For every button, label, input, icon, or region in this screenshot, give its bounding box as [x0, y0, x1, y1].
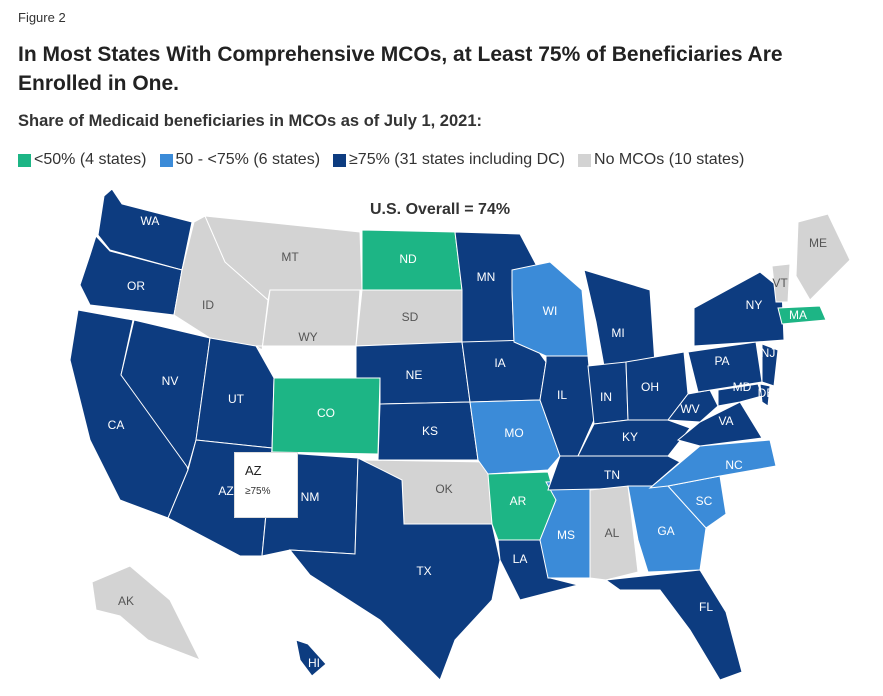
- state-label-ms: MS: [557, 528, 575, 542]
- legend-swatch-no-mcos: [578, 153, 592, 167]
- state-label-mn: MN: [477, 270, 496, 284]
- state-label-me: ME: [809, 236, 827, 250]
- state-mi[interactable]: [583, 269, 656, 367]
- legend-swatch-50-75: [159, 153, 173, 167]
- state-label-mi: MI: [611, 326, 624, 340]
- state-label-ma: MA: [789, 308, 807, 322]
- state-label-wi: WI: [543, 304, 558, 318]
- state-label-hi: HI: [308, 656, 320, 670]
- state-label-ne: NE: [406, 368, 423, 382]
- state-label-ny: NY: [746, 298, 763, 312]
- legend-item-50-75[interactable]: 50 - <75% (6 states): [159, 151, 321, 169]
- legend-label-50-75: 50 - <75% (6 states): [175, 151, 321, 168]
- us-map: WA OR CA NV ID MT WY UT AZ CO NM ND SD NE KS OK TX MN IA MO…: [0, 190, 883, 696]
- state-label-mt: MT: [281, 250, 299, 264]
- state-label-tn: TN: [604, 468, 620, 482]
- state-label-tx: TX: [416, 564, 431, 578]
- legend-swatch-gte75: [333, 153, 347, 167]
- legend-label-lt50: <50% (4 states): [34, 151, 147, 168]
- state-label-in: IN: [600, 390, 612, 404]
- legend-swatch-lt50: [18, 153, 31, 167]
- legend-item-no-mcos[interactable]: No MCOs (10 states): [578, 151, 744, 169]
- state-wy[interactable]: [254, 289, 361, 351]
- state-nj[interactable]: [761, 343, 779, 387]
- state-label-az: AZ: [218, 484, 233, 498]
- state-label-nd: ND: [399, 252, 417, 266]
- state-label-sd: SD: [402, 310, 419, 324]
- state-label-pa: PA: [714, 354, 729, 368]
- state-label-ak: AK: [118, 594, 134, 608]
- state-de[interactable]: [759, 383, 771, 407]
- chart-title: In Most States With Comprehensive MCOs, …: [18, 43, 783, 95]
- state-or[interactable]: [79, 235, 183, 316]
- state-label-ia: IA: [494, 356, 505, 370]
- state-label-nm: NM: [301, 490, 320, 504]
- us-overall-label: U.S. Overall = 74%: [370, 201, 511, 218]
- state-al[interactable]: [589, 485, 639, 581]
- state-label-ut: UT: [228, 392, 245, 406]
- figure-label: Figure 2: [18, 10, 66, 25]
- state-tx[interactable]: [288, 457, 501, 681]
- state-wa[interactable]: [97, 190, 193, 271]
- state-label-al: AL: [605, 526, 620, 540]
- state-label-or: OR: [127, 279, 145, 293]
- state-label-de: DE: [758, 386, 775, 400]
- state-label-la: LA: [513, 552, 528, 566]
- state-hi[interactable]: [295, 639, 327, 677]
- state-wv[interactable]: [667, 389, 719, 423]
- state-va[interactable]: [676, 401, 763, 447]
- legend-item-gte75[interactable]: ≥75% (31 states including DC): [333, 151, 565, 169]
- state-label-va: VA: [718, 414, 733, 428]
- chart-subtitle: Share of Medicaid beneficiaries in MCOs …: [18, 112, 482, 130]
- state-label-ga: GA: [657, 524, 674, 538]
- state-label-nc: NC: [725, 458, 743, 472]
- state-md[interactable]: [717, 383, 763, 407]
- state-label-ar: AR: [510, 494, 527, 508]
- legend: <50% (4 states) 50 - <75% (6 states) ≥75…: [18, 151, 757, 169]
- state-label-nv: NV: [162, 374, 179, 388]
- state-label-nj: NJ: [761, 346, 776, 360]
- state-label-sc: SC: [696, 494, 713, 508]
- us-map-svg: WA OR CA NV ID MT WY UT AZ CO NM ND SD NE KS OK TX MN IA MO…: [69, 190, 851, 681]
- legend-label-no-mcos: No MCOs (10 states): [594, 151, 745, 168]
- state-label-fl: FL: [699, 600, 713, 614]
- state-label-il: IL: [557, 388, 567, 402]
- state-label-vt: VT: [772, 276, 788, 290]
- legend-item-lt50[interactable]: <50% (4 states): [18, 151, 147, 169]
- state-label-wa: WA: [141, 214, 160, 228]
- state-label-wy: WY: [298, 330, 317, 344]
- state-label-id: ID: [202, 298, 214, 312]
- tooltip-state-name: AZ: [245, 463, 262, 478]
- state-ak[interactable]: [91, 565, 202, 661]
- state-label-co: CO: [317, 406, 335, 420]
- legend-label-gte75: ≥75% (31 states including DC): [349, 151, 566, 168]
- state-ny[interactable]: [693, 271, 785, 347]
- state-label-ky: KY: [622, 430, 638, 444]
- state-label-ks: KS: [422, 424, 438, 438]
- state-tooltip: AZ ≥75%: [234, 452, 298, 518]
- state-fl[interactable]: [604, 569, 743, 681]
- tooltip-state-value: ≥75%: [245, 486, 271, 497]
- state-label-md: MD: [733, 380, 752, 394]
- state-vt[interactable]: [771, 263, 791, 303]
- state-label-ca: CA: [108, 418, 125, 432]
- state-ma[interactable]: [777, 305, 827, 325]
- state-label-oh: OH: [641, 380, 659, 394]
- state-label-mo: MO: [504, 426, 523, 440]
- state-label-ok: OK: [435, 482, 452, 496]
- state-label-wv: WV: [680, 402, 699, 416]
- state-me[interactable]: [795, 213, 851, 301]
